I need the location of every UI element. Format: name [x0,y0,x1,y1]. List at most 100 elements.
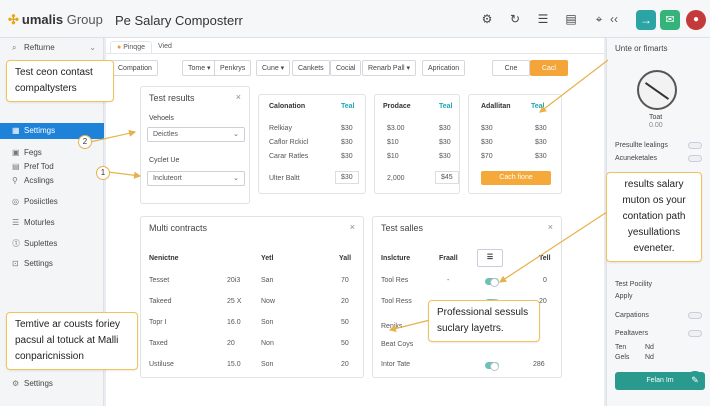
right-panel-title: Unte or fimarts [615,44,668,53]
table-cell: - [447,277,450,284]
toggle[interactable] [485,362,499,371]
product-head-teal: Teal [439,103,453,110]
close-icon[interactable]: × [349,222,355,232]
rp-row-label: Gels [615,354,630,361]
message-button[interactable]: ✉ [660,10,680,30]
filter-penkrys[interactable]: Penkrys [214,60,252,76]
gauge-icon [637,70,677,110]
rp-row-value: Nd [645,354,654,361]
rp-row-label: Presullte lealings [615,142,668,149]
rp-row-label: Carpations [615,312,649,319]
cycle-value: Incluteort [153,175,182,182]
table-cell: Ustiluse [149,361,174,368]
rp-row-label: Test Pocility [615,281,652,288]
filter-cankets[interactable]: Cankets [292,60,330,76]
chevron-down-icon: ⌄ [233,131,239,138]
info-icon: ⓵ [12,239,20,248]
tab-pinqge[interactable]: ● Pinqge [110,41,152,53]
tab-label: Pinqge [123,44,145,51]
table-cell: Takeed [149,298,172,305]
test-results-card: Test results × Vehoels Deictles ⌄ Cyclet … [140,86,250,204]
sidebar-item-acslings[interactable]: ⚲ Acslings [0,173,104,189]
filter-renarb-pall[interactable]: Renarb Pall ▾ [362,60,417,76]
table-cell: Non [261,340,274,347]
table-cell: 15.0 [227,361,241,368]
calc-head-teal: Teal [341,103,355,110]
tab-vied[interactable]: Vied [152,41,178,53]
addition-row-value: $30 [535,153,547,160]
filter-cune[interactable]: Cune ▾ [256,60,291,76]
felan-button[interactable]: Felan Im [615,372,705,390]
sidebar-item-suplettes[interactable]: ⓵ Suplettes [0,236,104,252]
sidebar-item-label: Suplettes [24,239,58,248]
logo-text: umalis [21,12,64,27]
app-logo[interactable]: ✣ umalis Group [8,12,103,28]
collapse-chevron-icon[interactable]: ‹‹ [610,12,618,26]
cach-fione-button[interactable]: Cach fione [481,171,551,185]
table-cell: Beat Coys [381,341,414,348]
sidebar-item-fegs[interactable]: ▣ Fegs [0,145,104,161]
refresh-icon[interactable]: ↻ [509,12,521,26]
product-card: Prodace Teal $3.00 $30 $10 $30 $10 $30 2… [374,94,460,194]
top-bar: ✣ umalis Group Pe Salary Composterr ⚙ ↻ ☰… [0,0,710,38]
puzzle-icon[interactable]: ⚙ [481,12,493,26]
table-cell: 20 [227,340,235,347]
table-cell: 25 X [227,298,242,305]
calc-row-value: $30 [341,139,353,146]
filter-tome[interactable]: Tome ▾ [182,60,217,76]
search-icon: ⌕ [12,43,17,52]
apply-link[interactable]: Apply [615,293,633,300]
addition-head: Adallitan [481,103,511,110]
sidebar-search[interactable]: ⌕ Refturne ⌄ [0,40,104,56]
vehicles-select[interactable]: Deictles ⌄ [147,127,245,142]
avatar[interactable]: ● [686,10,706,30]
sidebar-item-settings-2[interactable]: ⊡ Settings [0,256,104,272]
product-row-value: $30 [439,153,451,160]
chat-icon[interactable]: ▤ [565,12,577,26]
toggle[interactable] [688,155,702,162]
toggle[interactable] [688,330,702,337]
sidebar-search-label: Refturne [24,43,55,52]
close-icon[interactable]: × [547,222,553,232]
sidebar-item-label: Settimgs [24,126,56,135]
product-footer-label: 2,000 [387,175,405,182]
product-row-value: $30 [439,139,451,146]
menu-icon: ☰ [12,218,20,227]
toggle[interactable] [688,312,702,319]
share-icon[interactable]: ⌖ [595,12,603,26]
filter-cocial[interactable]: Cocial [330,60,362,76]
filter-compation[interactable]: Compation [112,60,158,76]
sales-menu-icon[interactable]: ☰ [477,249,503,267]
toggle[interactable] [688,142,702,149]
sidebar-item-pref-tod[interactable]: ▤ Pref Tod [0,159,104,175]
calc-row-label: Relkiay [269,125,292,132]
doc-icon: ▤ [12,162,20,171]
sidebar-footer-settings[interactable]: ⚙ Settings [0,376,104,392]
callout-bottom-left: Temtive ar cousts foriey pacsul al totuc… [6,312,138,370]
sidebar-item-settings[interactable]: ▦ Settimgs [0,123,104,139]
toggle[interactable] [485,278,499,287]
addition-head-teal: Teal [531,103,545,110]
settings-icon: ⊡ [12,259,19,268]
cycle-select[interactable]: Incluteort ⌄ [147,171,245,186]
edit-icon[interactable]: ✎ [686,371,704,389]
table-cell: 50 [341,340,349,347]
close-icon[interactable]: × [235,92,241,102]
list-icon[interactable]: ☰ [537,12,549,26]
calc-button[interactable]: Cacl [530,60,568,76]
target-icon: ◎ [12,197,19,206]
vehicles-value: Deictles [153,131,178,138]
toolbar-icons: ⚙ ↻ ☰ ▤ ⌖ [480,12,606,27]
sidebar-item-moturles[interactable]: ☰ Moturles [0,215,104,231]
test-sales-card: Test salles × Inslcture Fraall ☰ Tell To… [372,216,562,378]
export-button[interactable]: → [636,10,656,30]
table-cell: 70 [341,277,349,284]
filter-aprication[interactable]: Aprication [422,60,466,76]
cancel-button[interactable]: Cne [492,60,530,76]
multi-col-name: Nenictne [149,255,179,262]
sidebar-item-posiictles[interactable]: ◎ Posiictles [0,194,104,210]
sidebar-item-label: Fegs [24,148,42,157]
step-badge-2: 2 [78,135,92,149]
chevron-down-icon: ⌄ [233,175,239,182]
card-title: Test salles [381,223,424,233]
